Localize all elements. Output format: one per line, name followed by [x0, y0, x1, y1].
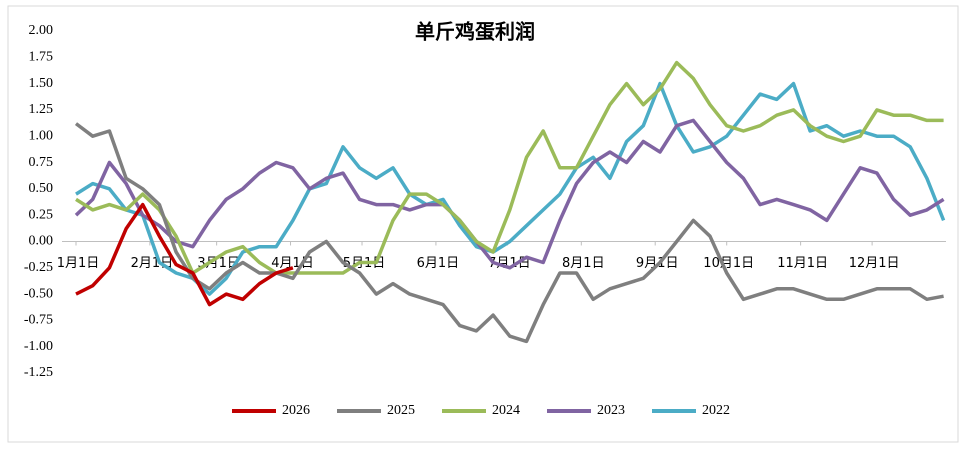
y-tick-label: 0.00: [29, 234, 54, 249]
x-tick-label: 1月1日: [57, 256, 100, 271]
y-tick-label: 0.75: [29, 155, 54, 170]
series-line: [74, 118, 945, 270]
legend-label: 2025: [387, 403, 415, 418]
x-tick-label: 10月1日: [703, 256, 754, 271]
y-tick-label: -1.00: [24, 339, 53, 354]
legend-label: 2023: [597, 403, 625, 418]
legend-label: 2026: [282, 403, 310, 418]
legend-label: 2024: [492, 403, 520, 418]
y-tick-label: 1.00: [29, 128, 54, 143]
x-tick-label: 12月1日: [849, 256, 900, 271]
series-line: [75, 202, 294, 307]
legend-label: 2022: [702, 403, 730, 418]
y-tick-label: -0.25: [24, 260, 53, 275]
series-line: [75, 81, 946, 296]
y-tick-label: -0.50: [24, 286, 53, 301]
x-tick-label: 8月1日: [562, 256, 605, 271]
y-tick-label: 1.25: [29, 102, 54, 117]
y-tick-label: 0.50: [29, 181, 54, 196]
x-tick-label: 11月1日: [777, 256, 828, 271]
chart-title: 单斤鸡蛋利润: [415, 20, 535, 44]
series-line: [75, 60, 944, 275]
y-tick-label: -0.75: [24, 313, 53, 328]
y-tick-label: -1.25: [24, 365, 53, 380]
x-tick-label: 6月1日: [417, 256, 460, 271]
y-tick-label: 1.50: [29, 76, 54, 91]
y-tick-label: 1.75: [29, 50, 54, 65]
chart-frame: [7, 5, 959, 443]
x-tick-label: 3月1日: [197, 256, 240, 271]
y-tick-label: 0.25: [29, 207, 54, 222]
y-tick-label: 2.00: [29, 23, 54, 38]
x-tick-label: 2月1日: [131, 256, 174, 271]
series-line: [74, 122, 944, 344]
